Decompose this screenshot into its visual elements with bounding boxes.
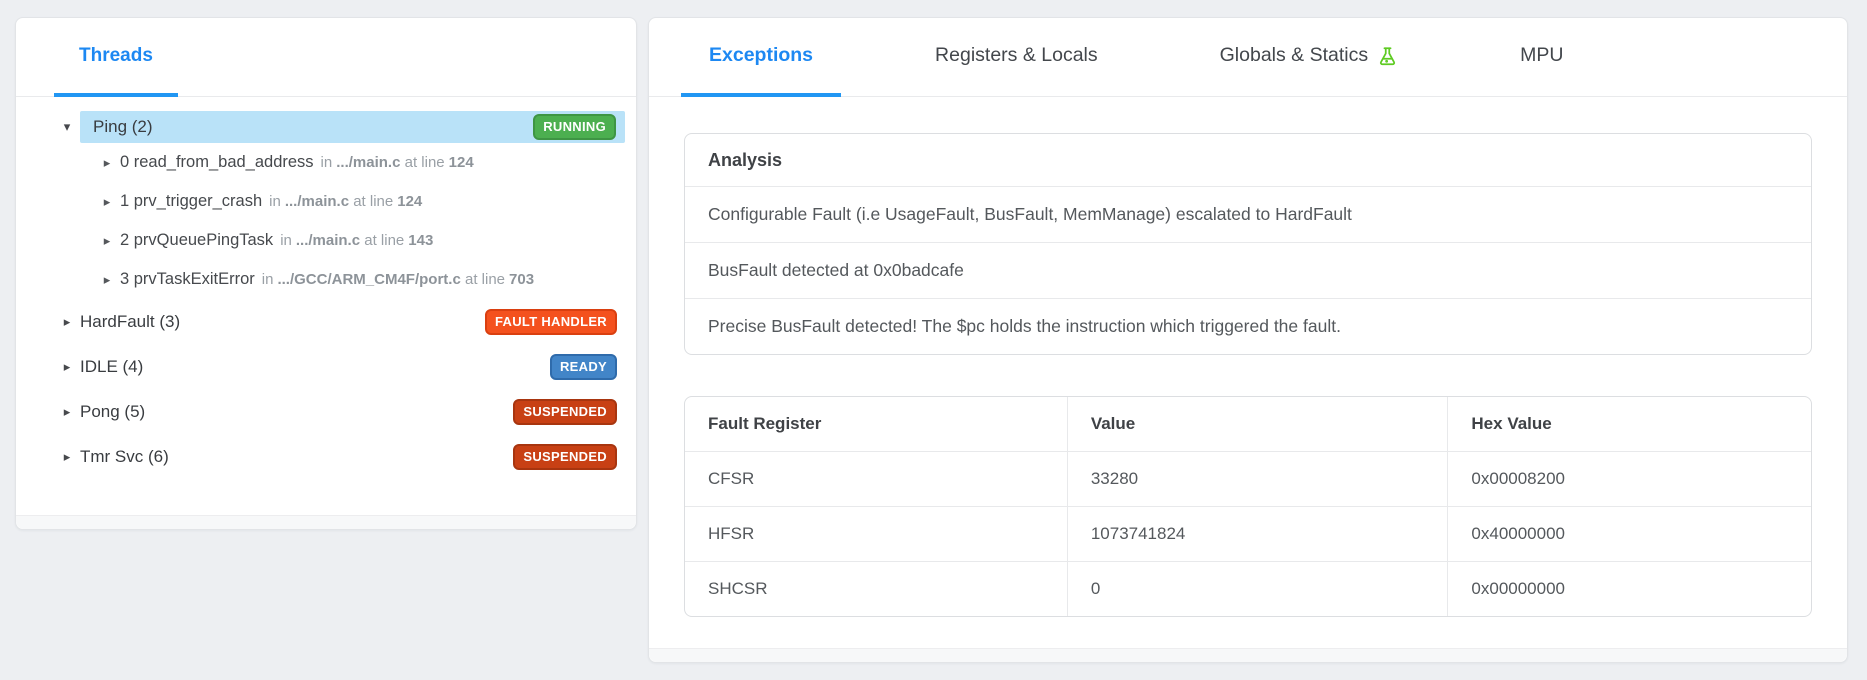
caret-right-icon[interactable]: ▸ (63, 358, 71, 374)
status-badge-running: RUNNING (533, 114, 616, 140)
status-badge-suspended: SUSPENDED (513, 398, 617, 425)
cell-value: 1073741824 (1067, 507, 1449, 562)
threads-tabbar: Threads (16, 18, 636, 97)
tab-mpu[interactable]: MPU (1520, 44, 1564, 66)
analysis-title: Analysis (685, 134, 1811, 187)
stack-frame-2[interactable]: ▸ 2 prvQueuePingTask in .../main.c at lin… (16, 221, 636, 260)
cell-value: 33280 (1067, 452, 1449, 507)
analysis-card: Analysis Configurable Fault (i.e UsageFa… (684, 133, 1812, 355)
cell-hex: 0x00000000 (1471, 579, 1565, 598)
caret-right-icon[interactable]: ▸ (63, 313, 71, 329)
caret-right-icon[interactable]: ▸ (103, 271, 111, 287)
status-badge-fault-handler: FAULT HANDLER (485, 308, 617, 335)
column-header-hex-value: Hex Value (1448, 397, 1811, 452)
table-header-row: Fault Register Value Hex Value (685, 397, 1811, 452)
caret-right-icon[interactable]: ▸ (63, 448, 71, 464)
frame-function: 3 prvTaskExitError (120, 270, 255, 288)
frame-function: 0 read_from_bad_address (120, 153, 314, 171)
cell-value: 0 (1068, 562, 1449, 616)
status-badge-suspended: SUSPENDED (513, 443, 617, 470)
frame-location: in .../main.c at line 124 (269, 193, 423, 210)
caret-right-icon[interactable]: ▸ (63, 403, 71, 419)
thread-tree: ▾ Ping (2) RUNNING ▸ 0 read_from_bad_add… (16, 97, 636, 479)
cell-hex: 0x00008200 (1448, 452, 1811, 507)
table-row-hfsr: HFSR 1073741824 0x40000000 (685, 507, 1811, 562)
analysis-row: Precise BusFault detected! The $pc holds… (708, 316, 1341, 336)
thread-row-tmr-svc[interactable]: ▸ Tmr Svc (6) SUSPENDED (16, 434, 636, 479)
exceptions-tabbar: Exceptions Registers & Locals Globals & … (649, 18, 1847, 97)
tab-threads[interactable]: Threads (54, 18, 178, 97)
frame-location: in .../GCC/ARM_CM4F/port.c at line 703 (261, 271, 535, 288)
frame-function: 2 prvQueuePingTask (120, 231, 274, 249)
thread-label: Pong (5) (80, 401, 146, 421)
stack-frame-0[interactable]: ▸ 0 read_from_bad_address in .../main.c a… (16, 143, 636, 182)
thread-selection-highlight[interactable]: Ping (2) RUNNING (80, 111, 625, 143)
tab-globals-statics[interactable]: Globals & Statics (1192, 18, 1426, 97)
cell-register: HFSR (685, 507, 1068, 562)
frame-function: 1 prv_trigger_crash (120, 192, 263, 210)
thread-label: IDLE (4) (80, 356, 144, 376)
tab-exceptions[interactable]: Exceptions (681, 18, 842, 97)
column-header-fault-register: Fault Register (685, 397, 1068, 452)
table-row-cfsr: CFSR 33280 0x00008200 (685, 452, 1811, 507)
cell-register: CFSR (685, 452, 1068, 507)
frame-location: in .../main.c at line 124 (320, 154, 474, 171)
flask-icon (1380, 47, 1396, 66)
thread-row-ping[interactable]: ▾ Ping (2) RUNNING (16, 111, 636, 143)
thread-label: Ping (2) (93, 117, 153, 136)
analysis-row: Configurable Fault (i.e UsageFault, BusF… (685, 187, 1811, 243)
table-row-shcsr: SHCSR 0 0x00000000 (685, 562, 1811, 616)
threads-panel-footer (16, 515, 636, 529)
threads-panel: Threads ▾ Ping (2) RUNNING ▸ 0 read_from… (15, 17, 637, 530)
fault-register-table: Fault Register Value Hex Value CFSR 3328… (684, 396, 1812, 617)
thread-label: Tmr Svc (6) (80, 446, 169, 466)
stack-frame-3[interactable]: ▸ 3 prvTaskExitError in .../GCC/ARM_CM4F/… (16, 260, 636, 299)
stack-frame-1[interactable]: ▸ 1 prv_trigger_crash in .../main.c at li… (16, 182, 636, 221)
analysis-row: BusFault detected at 0x0badcafe (685, 243, 1811, 299)
caret-down-icon[interactable]: ▾ (63, 119, 71, 134)
cell-hex: 0x40000000 (1448, 507, 1811, 562)
status-badge-ready: READY (549, 353, 617, 380)
caret-right-icon[interactable]: ▸ (103, 193, 111, 209)
thread-row-idle[interactable]: ▸ IDLE (4) READY (16, 344, 636, 389)
cell-register: SHCSR (685, 562, 1068, 616)
column-header-value: Value (1067, 397, 1449, 452)
exceptions-panel-footer (649, 648, 1847, 662)
tab-registers-locals[interactable]: Registers & Locals (935, 44, 1098, 66)
thread-label: HardFault (3) (80, 311, 181, 331)
tab-label: Globals & Statics (1219, 44, 1369, 66)
caret-right-icon[interactable]: ▸ (103, 232, 111, 248)
thread-row-pong[interactable]: ▸ Pong (5) SUSPENDED (16, 389, 636, 434)
thread-row-hardfault[interactable]: ▸ HardFault (3) FAULT HANDLER (16, 299, 636, 344)
exceptions-panel: Exceptions Registers & Locals Globals & … (648, 17, 1848, 663)
frame-location: in .../main.c at line 143 (280, 232, 434, 249)
caret-right-icon[interactable]: ▸ (103, 154, 111, 170)
